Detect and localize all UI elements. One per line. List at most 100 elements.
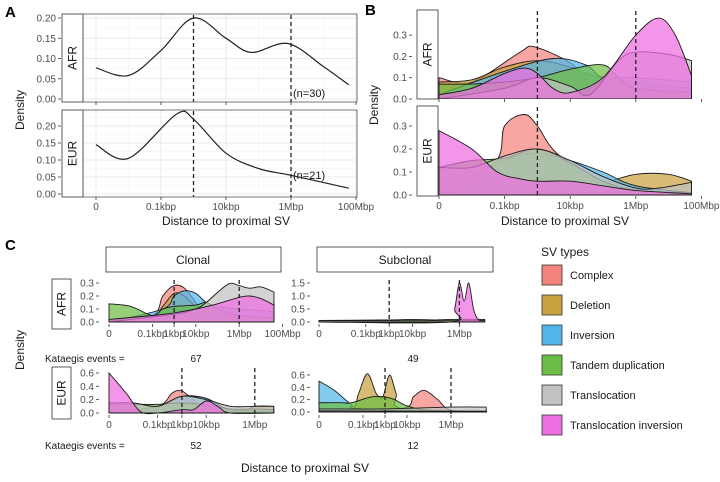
strip-label-eur: EUR bbox=[421, 138, 435, 164]
y-tick-label: 0.2 bbox=[80, 395, 94, 406]
strip-label-eur: EUR bbox=[55, 380, 69, 406]
x-tick-label: 100Mbp bbox=[265, 329, 302, 340]
series-group bbox=[108, 282, 275, 323]
x-tick-label: 1Mbp bbox=[623, 201, 648, 212]
count-annotation: (n=30) bbox=[293, 88, 325, 100]
x-tick-label: 0.1kbp bbox=[146, 202, 176, 213]
density-line bbox=[95, 110, 349, 189]
panel-a-afr: AFR (n=30) 0.00 0.05 0.10 0.15 0.20 bbox=[37, 13, 358, 106]
panel-background bbox=[83, 110, 357, 197]
x-tick-label: 1Mbp bbox=[278, 202, 303, 213]
x-tick-label: 10kbp bbox=[393, 420, 421, 431]
legend-label: Translocation bbox=[570, 390, 636, 402]
y-tick-label: 0.10 bbox=[37, 156, 57, 167]
x-tick-label: 0 bbox=[316, 420, 322, 431]
x-tick-label: 0.1kbp bbox=[143, 420, 173, 431]
density-area-translocation-inversion bbox=[108, 295, 275, 323]
y-tick-label: 0.20 bbox=[37, 122, 57, 133]
strip-subclonal bbox=[316, 246, 494, 273]
kataegis-label-eur: Kataegis events = bbox=[45, 441, 125, 452]
y-tick-label: 0.05 bbox=[37, 74, 57, 85]
legend-key-complex bbox=[541, 264, 563, 286]
series-group bbox=[95, 110, 349, 189]
x-tick-label: 1kbp bbox=[378, 329, 400, 340]
strip-afr bbox=[416, 9, 439, 100]
x-tick-label: 0 bbox=[316, 329, 322, 340]
y-tick-label: 0.0 bbox=[291, 408, 305, 419]
panel-label-a: A bbox=[5, 4, 16, 21]
x-tick-label: 0 bbox=[106, 329, 112, 340]
y-tick-label: 0.6 bbox=[291, 370, 305, 381]
legend-key-inversion bbox=[541, 324, 563, 346]
series-group bbox=[108, 371, 275, 415]
legend-key-tandem-duplication bbox=[541, 354, 563, 376]
panel-a-eur: EUR (n=21) 0.00 0.05 0.10 0.15 0.20 0 0.1kbp 10kb… bbox=[37, 109, 375, 213]
y-tick-label: 0.0 bbox=[393, 191, 407, 202]
y-tick-label: 0.00 bbox=[37, 95, 57, 106]
density-area-translocation-inversion bbox=[108, 371, 274, 415]
panel-a-x-title: Distance to proximal SV bbox=[162, 214, 290, 228]
y-tick-label: 0.05 bbox=[37, 173, 57, 184]
x-tick-label: 10kbp bbox=[399, 329, 427, 340]
density-area-translocation-inversion bbox=[438, 129, 692, 196]
panel-a-y-title: Density bbox=[13, 90, 27, 130]
series-group bbox=[95, 17, 350, 86]
strip-eur bbox=[416, 105, 439, 197]
y-tick-label: 0.0 bbox=[80, 318, 94, 329]
density-area-translocation-inversion bbox=[318, 410, 487, 413]
panel-border bbox=[82, 109, 358, 198]
x-tick-label: 0.1kbp bbox=[137, 329, 167, 340]
y-tick-label: 0.4 bbox=[80, 382, 94, 393]
panel-border bbox=[82, 13, 358, 103]
y-tick-label: 0.4 bbox=[291, 383, 305, 394]
y-tick-label: 0.15 bbox=[37, 34, 57, 45]
strip-afr bbox=[51, 278, 72, 330]
y-tick-label: 0.2 bbox=[393, 145, 407, 156]
y-tick-label: 0.20 bbox=[37, 14, 57, 25]
x-tick-label: 1Mbp bbox=[447, 329, 472, 340]
strip-clonal bbox=[105, 246, 282, 273]
legend-label: Translocation inversion bbox=[570, 420, 683, 432]
panel-b-y-title: Density bbox=[367, 85, 381, 125]
x-tick-label: 0 bbox=[106, 420, 112, 431]
y-tick-label: 0.15 bbox=[37, 139, 57, 150]
strip-subclonal-label: Subclonal bbox=[379, 253, 432, 267]
x-tick-label: 10kbp bbox=[557, 201, 585, 212]
x-tick-label: 1kbp bbox=[171, 420, 193, 431]
kataegis-afr-subclonal: 49 bbox=[407, 354, 419, 365]
x-tick-label: 0 bbox=[436, 201, 442, 212]
panel-b-x-title: Distance to proximal SV bbox=[501, 214, 629, 228]
y-tick-label: 0.5 bbox=[291, 305, 305, 316]
strip-clonal-label: Clonal bbox=[176, 253, 210, 267]
legend-key-translocation-inversion bbox=[541, 414, 563, 436]
y-tick-label: 0.0 bbox=[291, 318, 305, 329]
y-tick-label: 0.2 bbox=[291, 395, 305, 406]
legend-label: Tandem duplication bbox=[570, 360, 665, 372]
legend-label: Inversion bbox=[570, 330, 615, 342]
series-group bbox=[438, 114, 692, 196]
strip-label-afr: AFR bbox=[421, 42, 435, 66]
count-annotation: (n=21) bbox=[293, 170, 325, 182]
y-tick-label: 0.3 bbox=[393, 31, 407, 42]
y-tick-label: 1.0 bbox=[291, 292, 305, 303]
kataegis-eur-clonal: 52 bbox=[190, 441, 202, 452]
x-tick-label: 10kbp bbox=[182, 329, 210, 340]
density-area-translocation-inversion bbox=[318, 282, 486, 324]
x-tick-label: 0.1kbp bbox=[351, 329, 381, 340]
strip-eur bbox=[51, 366, 72, 420]
legend-key-translocation bbox=[541, 384, 563, 406]
y-tick-label: 0.3 bbox=[393, 122, 407, 133]
x-tick-label: 1Mbp bbox=[227, 329, 252, 340]
kataegis-eur-subclonal: 12 bbox=[407, 441, 419, 452]
y-tick-label: 0.1 bbox=[393, 168, 407, 179]
x-tick-label: 100Mbp bbox=[683, 201, 720, 212]
panel-c-x-title: Distance to proximal SV bbox=[241, 461, 369, 475]
legend-title: SV types bbox=[541, 245, 589, 259]
y-tick-label: 0.6 bbox=[80, 368, 94, 379]
panel-label-c: C bbox=[5, 237, 16, 254]
legend-label: Deletion bbox=[570, 300, 610, 312]
y-tick-label: 0.0 bbox=[393, 95, 407, 106]
